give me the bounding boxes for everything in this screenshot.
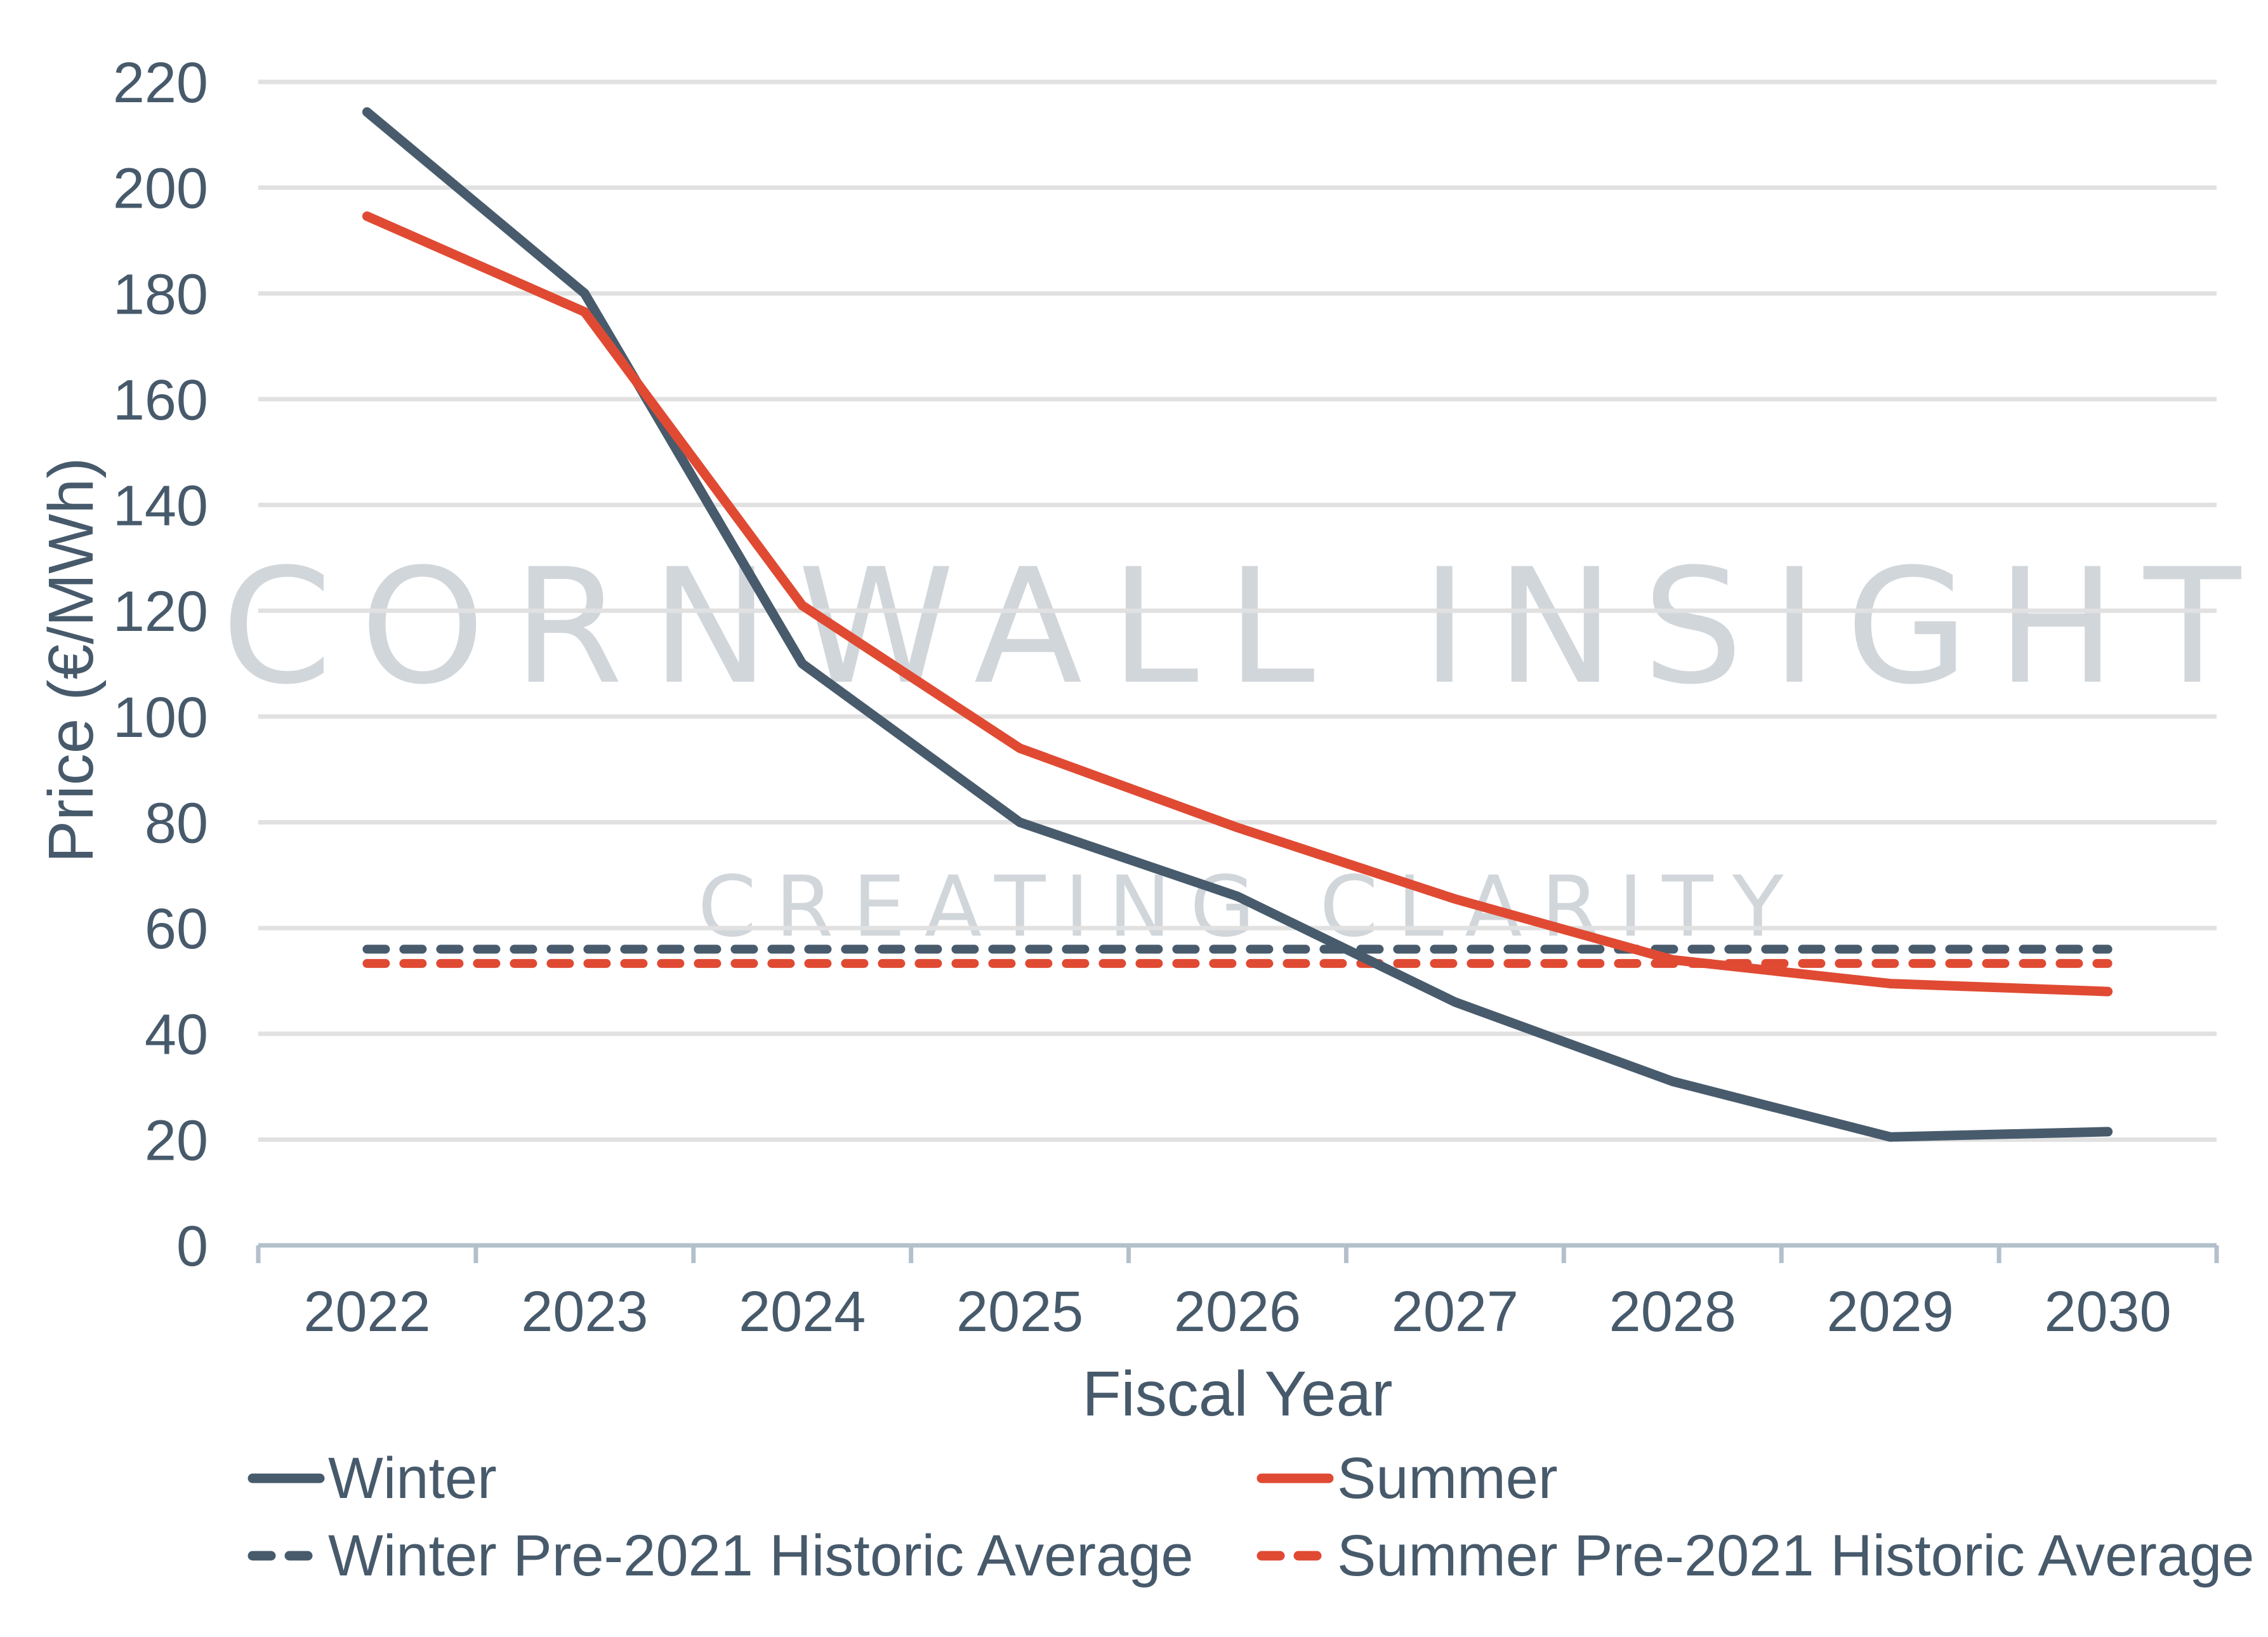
series-lines xyxy=(362,107,2113,1142)
x-tick-label-2030: 2030 xyxy=(2044,1280,2171,1344)
y-tick-label-140: 140 xyxy=(113,475,208,538)
x-axis xyxy=(256,1243,2219,1263)
x-tick-label-2024: 2024 xyxy=(739,1280,866,1344)
y-tick-label-20: 20 xyxy=(145,1109,208,1172)
series-line-summer xyxy=(362,211,2113,997)
x-axis-tick-labels: 2022 2023 2024 2025 2026 2027 2028 2029 2030 xyxy=(303,1280,2171,1344)
legend-label: Summer xyxy=(1337,1446,1558,1511)
x-tick-label-2029: 2029 xyxy=(1827,1280,1954,1344)
legend-item-winter-pre-2021-historic-average: Winter Pre-2021 Historic Average xyxy=(247,1523,1194,1588)
x-tick-label-2025: 2025 xyxy=(956,1280,1083,1344)
legend-item-winter: Winter xyxy=(247,1446,497,1511)
y-axis-tick-labels: 0 20 40 60 80 100 120 140 160 180 200 220 xyxy=(113,51,208,1278)
x-axis-title: Fiscal Year xyxy=(1082,1358,1392,1429)
x-tick-label-2023: 2023 xyxy=(521,1280,648,1344)
y-axis-title: Price (€/MWh) xyxy=(36,458,107,863)
y-tick-label-0: 0 xyxy=(176,1215,208,1278)
y-tick-label-80: 80 xyxy=(145,792,208,855)
x-tick-label-2026: 2026 xyxy=(1174,1280,1301,1344)
y-tick-label-100: 100 xyxy=(113,686,208,750)
y-tick-label-40: 40 xyxy=(145,1004,208,1067)
y-tick-label-120: 120 xyxy=(113,580,208,644)
x-tick-label-2027: 2027 xyxy=(1392,1280,1519,1344)
legend-label: Summer Pre-2021 Historic Average xyxy=(1337,1523,2254,1588)
x-tick-label-2028: 2028 xyxy=(1609,1280,1736,1344)
y-tick-label-220: 220 xyxy=(113,51,208,115)
legend-item-summer-pre-2021-historic-average: Summer Pre-2021 Historic Average xyxy=(1256,1523,2254,1588)
y-tick-label-180: 180 xyxy=(113,263,208,326)
legend-label: Winter xyxy=(328,1446,497,1511)
legend-item-summer: Summer xyxy=(1256,1446,1558,1511)
watermark-main-text: CORNWALL INSIGHT xyxy=(221,534,2268,719)
watermark: CORNWALL INSIGHT CREATING CLARITY xyxy=(221,534,2268,956)
legend: Winter Summer Winter Pre-2021 Historic Ave… xyxy=(247,1446,2254,1588)
legend-label: Winter Pre-2021 Historic Average xyxy=(328,1523,1194,1588)
y-tick-label-60: 60 xyxy=(145,898,208,961)
y-tick-label-200: 200 xyxy=(113,157,208,221)
y-tick-label-160: 160 xyxy=(113,369,208,432)
x-tick-label-2022: 2022 xyxy=(303,1280,430,1344)
